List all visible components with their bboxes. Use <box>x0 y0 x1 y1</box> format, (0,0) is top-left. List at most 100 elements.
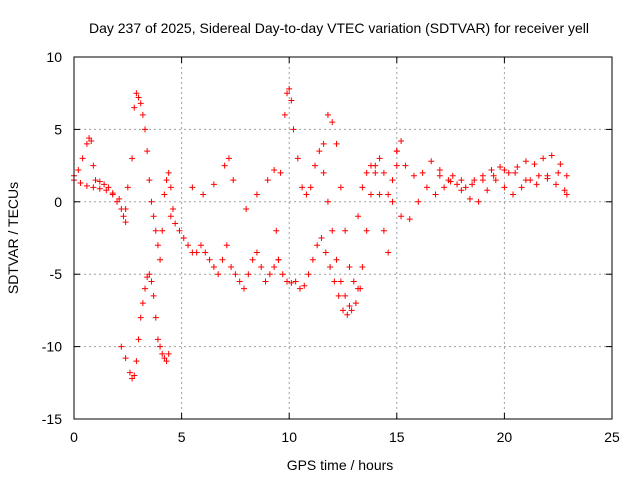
data-point <box>129 155 136 162</box>
data-point <box>318 235 325 241</box>
data-point <box>348 307 355 314</box>
data-point <box>157 343 164 350</box>
data-point <box>96 178 103 185</box>
data-point <box>176 227 183 234</box>
data-point <box>510 191 517 198</box>
data-point <box>79 155 86 162</box>
data-point <box>206 256 213 263</box>
data-point <box>142 126 149 133</box>
series-spike-10h <box>273 85 353 310</box>
data-point <box>344 311 351 318</box>
data-point <box>303 191 310 198</box>
data-point <box>264 177 271 184</box>
data-point <box>288 97 295 104</box>
data-point <box>83 140 90 147</box>
data-point <box>90 162 97 169</box>
data-point <box>447 178 454 185</box>
data-point <box>563 191 570 198</box>
series-early-b <box>71 172 129 213</box>
series-late-a <box>393 148 570 191</box>
data-point <box>133 358 140 365</box>
data-point <box>432 191 439 198</box>
data-point <box>415 198 422 205</box>
data-point <box>165 169 172 176</box>
data-point <box>131 372 138 379</box>
data-point <box>292 278 299 285</box>
data-point <box>411 172 418 179</box>
data-point <box>331 278 338 285</box>
data-point <box>557 161 564 168</box>
data-point <box>165 350 172 357</box>
data-point <box>350 278 357 285</box>
data-point <box>150 292 157 299</box>
data-point <box>367 162 374 169</box>
data-point <box>367 191 374 198</box>
data-point <box>90 184 97 191</box>
series-late-c <box>436 166 570 198</box>
data-point <box>197 242 204 249</box>
data-point <box>385 249 392 256</box>
data-point <box>210 263 217 270</box>
y-tick-labels: -15 -10 -5 0 5 10 <box>42 49 62 427</box>
data-point <box>314 242 321 249</box>
data-point <box>109 190 116 197</box>
data-point <box>540 155 547 162</box>
data-point <box>479 177 486 184</box>
data-point <box>340 307 346 314</box>
data-point <box>161 191 168 198</box>
data-point <box>131 104 138 111</box>
data-point <box>458 187 465 194</box>
data-point <box>333 140 340 147</box>
data-point <box>150 213 157 220</box>
data-point <box>159 227 166 234</box>
data-point <box>253 249 260 256</box>
data-point <box>148 198 155 205</box>
data-point <box>122 206 129 213</box>
data-point <box>342 227 349 234</box>
data-point <box>103 187 110 194</box>
data-point <box>126 369 133 376</box>
data-point <box>122 219 129 226</box>
y-tick-label: 10 <box>46 49 62 65</box>
data-point <box>490 172 497 179</box>
data-point <box>299 184 306 191</box>
data-point <box>329 119 336 126</box>
data-point <box>284 278 291 285</box>
data-point <box>219 256 226 263</box>
data-point <box>290 126 297 133</box>
data-point <box>501 166 508 173</box>
series-late-b <box>398 172 568 223</box>
data-point <box>372 169 379 176</box>
data-point <box>193 249 200 256</box>
data-point <box>271 166 278 173</box>
y-tick-label: -5 <box>50 266 63 282</box>
data-point <box>337 278 344 285</box>
data-point <box>454 181 461 188</box>
data-point <box>322 249 329 256</box>
data-point <box>355 213 362 220</box>
data-point <box>120 213 127 220</box>
data-point <box>154 242 161 249</box>
chart-title: Day 237 of 2025, Sidereal Day-to-day VTE… <box>89 20 589 36</box>
data-point <box>462 184 469 191</box>
data-point <box>563 172 570 179</box>
data-point <box>144 148 151 155</box>
data-point <box>497 164 504 171</box>
data-point <box>133 90 140 97</box>
data-point <box>279 271 286 278</box>
data-point <box>398 213 405 220</box>
data-point <box>249 256 256 263</box>
data-point <box>116 195 123 202</box>
data-point <box>262 278 269 285</box>
y-tick-label: -15 <box>42 411 62 427</box>
data-point <box>389 198 396 205</box>
data-point <box>154 336 161 343</box>
data-point <box>243 206 250 213</box>
data-point <box>327 263 334 270</box>
plot-frame <box>73 56 613 420</box>
data-point <box>393 162 400 169</box>
data-point <box>202 249 209 256</box>
data-point <box>335 292 342 299</box>
data-point <box>436 172 443 179</box>
y-tick-label: 5 <box>54 121 62 137</box>
